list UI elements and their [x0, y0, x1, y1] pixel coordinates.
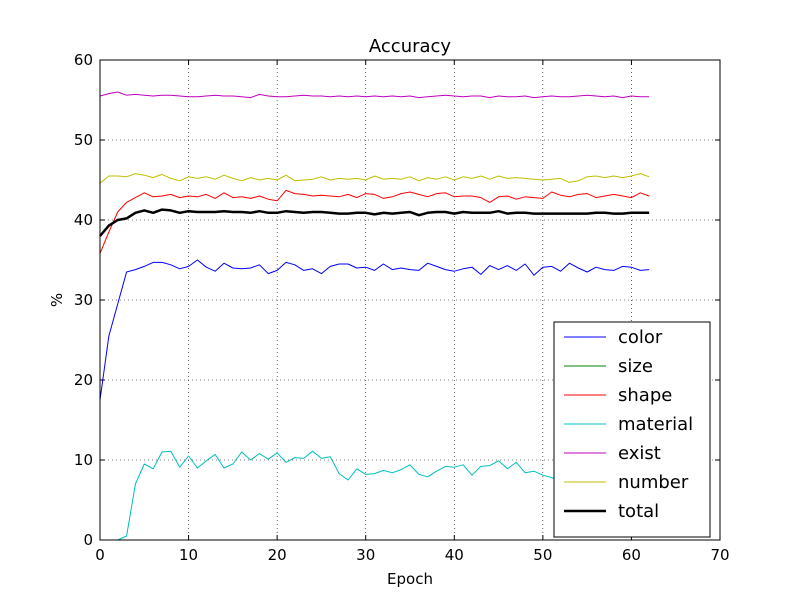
- legend-label-exist: exist: [618, 443, 661, 464]
- x-tick-label: 30: [356, 546, 375, 564]
- x-tick-label: 50: [533, 546, 552, 564]
- y-tick-label: 60: [74, 51, 93, 69]
- x-tick-label: 40: [445, 546, 464, 564]
- axis-ticks: [99, 59, 721, 541]
- y-axis-label: %: [48, 293, 66, 307]
- y-tick-label: 10: [74, 451, 93, 469]
- tick-labels: 0 10 20 30 40 50 60 70 0 10 20 30 40 50 60: [74, 51, 730, 564]
- x-tick-label: 60: [622, 546, 641, 564]
- series-line-number: [99, 173, 650, 184]
- x-tick-label: 20: [268, 546, 287, 564]
- y-tick-label: 40: [74, 211, 93, 229]
- legend-label-shape: shape: [618, 385, 672, 406]
- chart-title: Accuracy: [369, 36, 452, 57]
- series-line-exist: [99, 91, 650, 99]
- y-tick-label: 0: [83, 531, 93, 549]
- x-tick-label: 10: [179, 546, 198, 564]
- x-tick-label: 70: [710, 546, 729, 564]
- legend: color size shape material exist number total: [553, 321, 711, 538]
- series-line-total: [99, 208, 650, 237]
- series-line-shape: [99, 189, 650, 254]
- y-tick-label: 50: [74, 131, 93, 149]
- series-line-color: [99, 259, 650, 401]
- legend-label-total: total: [618, 501, 659, 522]
- y-tick-label: 30: [74, 291, 93, 309]
- legend-frame: [553, 321, 711, 538]
- legend-label-color: color: [618, 327, 663, 348]
- x-axis-label: Epoch: [387, 570, 433, 588]
- legend-label-number: number: [618, 472, 689, 493]
- legend-label-size: size: [618, 356, 653, 377]
- legend-label-material: material: [618, 414, 693, 435]
- y-tick-label: 20: [74, 371, 93, 389]
- x-tick-label: 0: [95, 546, 105, 564]
